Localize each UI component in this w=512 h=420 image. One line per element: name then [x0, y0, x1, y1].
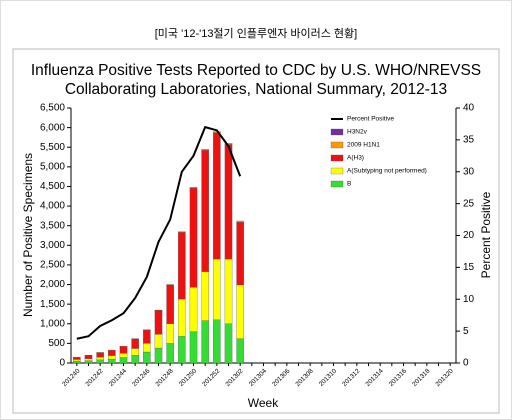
bar-segment: [178, 298, 186, 337]
bar-segment: [108, 350, 116, 356]
y-tick-label: 1,500: [40, 299, 65, 310]
bar-segment: [96, 352, 104, 358]
bar-segment: [236, 222, 244, 286]
x-axis-label: Week: [248, 396, 279, 410]
bar-segment: [119, 353, 128, 358]
bar-segment: [73, 359, 81, 362]
legend-swatch: [330, 167, 344, 175]
y2-tick-label: 5: [463, 326, 469, 337]
chart-frame: [12, 48, 500, 414]
y2-axis-label: Percent Positive: [479, 191, 493, 278]
y2-tick-label: 15: [463, 262, 475, 273]
bar-segment: [213, 132, 221, 260]
line: [76, 125, 242, 340]
bar-segment: [189, 287, 198, 332]
y-tick-label: 5,000: [40, 161, 65, 172]
bar-segment: [201, 271, 209, 321]
bar-segment: [84, 355, 93, 359]
legend-swatch: [330, 180, 344, 188]
chart-title: Collaborating Laboratories, National Sum…: [65, 81, 447, 98]
bar-segment: [143, 343, 151, 353]
bar-segment: [96, 356, 104, 361]
bar-segment: [224, 323, 233, 364]
y2-tick-label: 30: [463, 166, 475, 177]
bar-segment: [213, 319, 221, 364]
bar-segment: [143, 329, 151, 344]
bar-segment: [84, 358, 93, 361]
bar-segment: [166, 343, 174, 364]
bar-segment: [166, 323, 174, 344]
bar-segment: [73, 357, 81, 360]
legend-label: A(H3): [347, 155, 364, 162]
bar-segment: [201, 149, 209, 151]
bar-segment: [131, 348, 139, 356]
bar-segment: [166, 284, 174, 324]
y2-tick-label: 0: [463, 358, 469, 369]
bar-segment: [154, 310, 163, 335]
bar-segment: [224, 143, 233, 145]
y2-tick-label: 10: [463, 294, 475, 305]
legend-label: H3N2v: [347, 129, 368, 136]
bar-segment: [201, 320, 209, 364]
bar-segment: [119, 346, 128, 354]
bar-segment: [131, 338, 139, 349]
legend-label: Percent Positive: [347, 116, 394, 123]
bar-segment: [108, 355, 116, 360]
bar-segment: [178, 232, 186, 300]
bar-segment: [96, 359, 104, 364]
y-axis-label: Number of Positive Specimens: [21, 153, 35, 317]
bar-segment: [213, 258, 221, 320]
bar-segment: [236, 338, 244, 364]
bar-segment: [224, 258, 233, 324]
y-tick-label: 500: [48, 338, 65, 349]
y-tick-label: 6,000: [40, 122, 65, 133]
legend-swatch: [330, 128, 344, 136]
y-tick-label: 0: [59, 358, 65, 369]
bar-segment: [154, 334, 163, 349]
bar-segment: [119, 357, 128, 364]
legend-label: A(Subtyping not performed): [347, 168, 427, 175]
header: [미국 '12-'13절기 인플루엔자 바이러스 현황]: [155, 27, 357, 40]
bar-segment: [201, 150, 209, 272]
legend-label: 2009 H1N1: [347, 142, 380, 149]
bar-segment: [178, 336, 186, 364]
bar-segment: [178, 231, 186, 233]
legend-swatch: [330, 141, 344, 149]
y-tick-label: 4,000: [40, 201, 65, 212]
y2-tick-label: 25: [463, 198, 475, 209]
y-tick-label: 1,000: [40, 318, 65, 329]
bar-segment: [189, 187, 198, 288]
y2-tick-label: 20: [463, 230, 475, 241]
bar-segment: [236, 220, 244, 223]
bar-segment: [154, 347, 163, 364]
bar-segment: [131, 355, 139, 364]
y2-tick-label: 35: [463, 135, 475, 146]
y-tick-label: 3,000: [40, 240, 65, 251]
y-tick-label: 2,500: [40, 260, 65, 271]
y-tick-label: 5,500: [40, 142, 65, 153]
y-tick-label: 2,000: [40, 279, 65, 290]
bar-segment: [224, 144, 233, 260]
bar-segment: [143, 351, 151, 364]
y-tick-label: 6,500: [40, 103, 65, 114]
bar-segment: [189, 331, 198, 364]
y-tick-label: 4,500: [40, 181, 65, 192]
bar-segment: [236, 284, 244, 339]
bar-segment: [84, 360, 93, 364]
legend-swatch: [330, 154, 344, 162]
bar-segment: [108, 358, 116, 364]
bar-segment: [189, 187, 198, 189]
bar-segment: [73, 360, 81, 364]
y2-tick-label: 40: [463, 103, 475, 114]
chart-title: Influenza Positive Tests Reported to CDC…: [31, 62, 481, 79]
y-tick-label: 3,500: [40, 220, 65, 231]
legend-label: B: [347, 181, 351, 188]
